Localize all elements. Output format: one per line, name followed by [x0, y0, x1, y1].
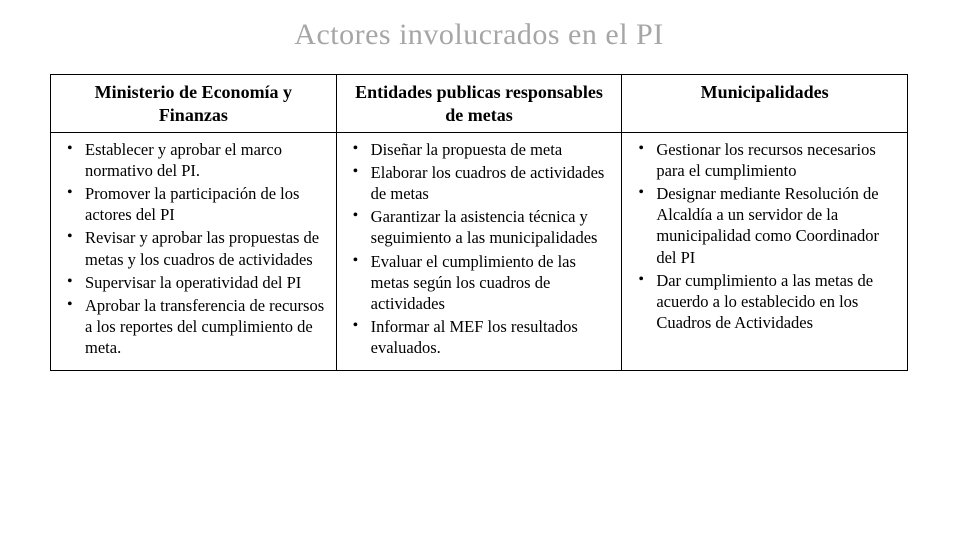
- col-body-2: Gestionar los recursos necesarios para e…: [622, 133, 908, 371]
- col-body-1: Diseñar la propuesta de meta Elaborar lo…: [336, 133, 622, 371]
- list-item: Dar cumplimiento a las metas de acuerdo …: [632, 270, 897, 333]
- list-item: Gestionar los recursos necesarios para e…: [632, 139, 897, 181]
- slide-title: Actores involucrados en el PI: [50, 18, 908, 52]
- header-row: Ministerio de Economía y Finanzas Entida…: [51, 75, 908, 133]
- list-item: Aprobar la transferencia de recursos a l…: [61, 295, 326, 358]
- list-item: Establecer y aprobar el marco normativo …: [61, 139, 326, 181]
- bullet-list-1: Diseñar la propuesta de meta Elaborar lo…: [347, 139, 612, 358]
- list-item: Elaborar los cuadros de actividades de m…: [347, 162, 612, 204]
- col-header-1: Entidades publicas responsables de metas: [336, 75, 622, 133]
- col-header-2: Municipalidades: [622, 75, 908, 133]
- actors-table: Ministerio de Economía y Finanzas Entida…: [50, 74, 908, 371]
- body-row: Establecer y aprobar el marco normativo …: [51, 133, 908, 371]
- list-item: Revisar y aprobar las propuestas de meta…: [61, 227, 326, 269]
- list-item: Garantizar la asistencia técnica y segui…: [347, 206, 612, 248]
- list-item: Designar mediante Resolución de Alcaldía…: [632, 183, 897, 267]
- list-item: Supervisar la operatividad del PI: [61, 272, 326, 293]
- bullet-list-0: Establecer y aprobar el marco normativo …: [61, 139, 326, 358]
- list-item: Promover la participación de los actores…: [61, 183, 326, 225]
- list-item: Diseñar la propuesta de meta: [347, 139, 612, 160]
- list-item: Informar al MEF los resultados evaluados…: [347, 316, 612, 358]
- col-header-0: Ministerio de Economía y Finanzas: [51, 75, 337, 133]
- list-item: Evaluar el cumplimiento de las metas seg…: [347, 251, 612, 314]
- col-body-0: Establecer y aprobar el marco normativo …: [51, 133, 337, 371]
- bullet-list-2: Gestionar los recursos necesarios para e…: [632, 139, 897, 333]
